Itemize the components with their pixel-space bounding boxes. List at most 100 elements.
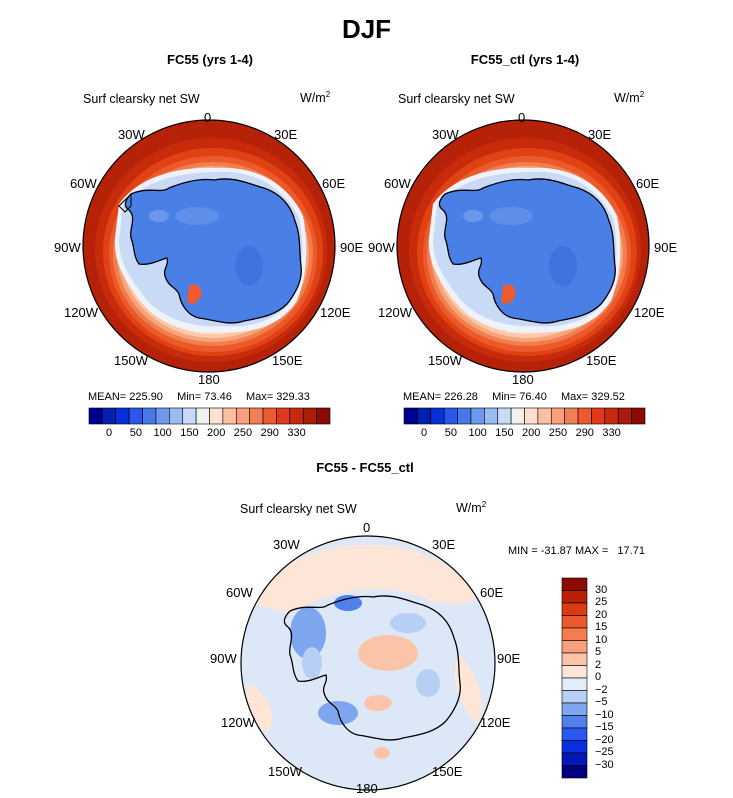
p2-lon-0: 0 xyxy=(518,110,526,125)
p2-lon-90e: 90E xyxy=(654,240,678,255)
p2-lon-60w: 60W xyxy=(384,176,411,191)
diff-units: W/m2 xyxy=(456,500,487,516)
diff-colorbar-swatch xyxy=(561,740,588,754)
p1-lon-150e: 150E xyxy=(272,353,303,368)
panel-1-title: FC55 (yrs 1-4) xyxy=(167,52,253,67)
panel-2-colorbar-swatch xyxy=(403,407,418,425)
panel-2-colorbar-swatch xyxy=(470,407,485,425)
diff-colorbar-swatch xyxy=(561,702,588,716)
panel-1-min-label: Min= xyxy=(177,391,202,403)
p1-lon-120w: 120W xyxy=(64,305,98,320)
diff-colorbar-swatch xyxy=(561,715,588,729)
panel-2-map xyxy=(396,119,650,373)
p2-lon-150w: 150W xyxy=(428,353,462,368)
diff-colorbar-tick-label: 20 xyxy=(595,608,608,621)
diff-colorbar-swatch xyxy=(561,752,588,766)
panel-2-colorbar-swatch xyxy=(430,407,445,425)
panel-1-colorbar-swatch xyxy=(88,407,103,425)
panel-2-colorbar-swatch xyxy=(524,407,539,425)
diff-colorbar-tick-label: −15 xyxy=(595,721,614,733)
panel-2-colorbar-tick-label: 200 xyxy=(522,427,541,439)
p1-lon-120e: 120E xyxy=(320,305,351,320)
d-lon-180: 180 xyxy=(356,781,378,796)
panel-2-colorbar-swatch xyxy=(417,407,432,425)
diff-colorbar-tick-label: −10 xyxy=(595,708,614,721)
diff-colorbar-swatch xyxy=(561,577,588,591)
d-lon-90e: 90E xyxy=(497,651,521,666)
diff-colorbar-tick-label: −30 xyxy=(595,758,614,771)
panel-1-colorbar-swatch xyxy=(169,407,184,425)
panel-2-colorbar-swatch xyxy=(604,407,619,425)
panel-1-colorbar-tick-label: 330 xyxy=(287,427,306,439)
diff-colorbar-swatch xyxy=(561,652,588,666)
p1-lon-90e: 90E xyxy=(340,240,364,255)
panel-1-colorbar-swatch xyxy=(262,407,277,425)
panel-1-colorbar-swatch xyxy=(235,407,250,425)
p2-lon-90w: 90W xyxy=(368,240,395,255)
d-lon-60e: 60E xyxy=(480,585,504,600)
p1-lon-30w: 30W xyxy=(118,127,145,142)
panel-1-colorbar-tick-label: 290 xyxy=(260,427,279,439)
diff-colorbar-tick-label: −5 xyxy=(595,696,608,708)
panel-1-colorbar-tick-label: 50 xyxy=(129,427,142,439)
panel-2-stats: MEAN= 226.28 Min= 76.40 Max= 329.52 xyxy=(403,391,625,403)
panel-1-max: 329.33 xyxy=(276,391,310,403)
panel-1-colorbar-swatch xyxy=(142,407,157,425)
panel-1-colorbar-swatch xyxy=(128,407,143,425)
diff-colorbar-swatch xyxy=(561,615,588,629)
diff-colorbar-swatch xyxy=(561,602,588,616)
figure-title: DJF xyxy=(341,14,392,44)
panel-2-colorbar-tick-label: 250 xyxy=(548,427,568,439)
panel-1-colorbar-swatch xyxy=(115,407,130,425)
panel-2-colorbar-swatch xyxy=(591,407,606,425)
panel-2-colorbar-tick-label: 50 xyxy=(444,427,457,439)
panel-1-colorbar-swatch xyxy=(102,407,117,425)
panel-1-colorbar xyxy=(88,407,331,425)
diff-colorbar-tick-label: −25 xyxy=(595,746,614,758)
diff-panel-title: FC55 - FC55_ctl xyxy=(316,460,414,475)
d-lon-0: 0 xyxy=(363,520,371,535)
d-lon-90w: 90W xyxy=(210,651,237,666)
p2-lon-120e: 120E xyxy=(634,305,665,320)
p2-lon-150e: 150E xyxy=(586,353,617,368)
diff-colorbar-swatch xyxy=(561,640,588,654)
panel-2-colorbar-swatch xyxy=(577,407,592,425)
panel-2-min-label: Min= xyxy=(492,391,517,403)
d-lon-120e: 120E xyxy=(480,715,511,730)
p1-lon-0: 0 xyxy=(204,110,212,125)
p2-lon-60e: 60E xyxy=(636,176,660,191)
diff-colorbar-swatch xyxy=(561,627,588,641)
d-lon-30w: 30W xyxy=(273,537,300,552)
panel-1-colorbar-tick-label: 0 xyxy=(106,427,113,439)
d-lon-150e: 150E xyxy=(432,764,463,779)
panel-2-units: W/m2 xyxy=(614,90,645,106)
panel-1-colorbar-swatch xyxy=(182,407,197,425)
diff-colorbar-swatch xyxy=(561,765,588,779)
panel-1-colorbar-swatch xyxy=(289,407,304,425)
panel-1-map xyxy=(82,119,336,373)
diff-colorbar-tick-label: 10 xyxy=(595,633,608,646)
panel-1-colorbar-tick-label: 150 xyxy=(180,427,199,439)
panel-2-colorbar-swatch xyxy=(510,407,525,425)
p1-lon-90w: 90W xyxy=(54,240,81,255)
panel-2-colorbar-tick-label: 330 xyxy=(602,427,621,439)
panel-2-colorbar-swatch xyxy=(484,407,499,425)
panel-2-colorbar-swatch xyxy=(497,407,512,425)
diff-colorbar-tick-label: 30 xyxy=(595,583,608,596)
diff-colorbar xyxy=(561,577,588,779)
p2-lon-30w: 30W xyxy=(432,127,459,142)
diff-variable: Surf clearsky net SW xyxy=(240,502,357,516)
panel-1-colorbar-swatch xyxy=(276,407,291,425)
panel-2-colorbar-swatch xyxy=(537,407,552,425)
d-lon-150w: 150W xyxy=(268,764,302,779)
panel-2-colorbar-swatch xyxy=(550,407,565,425)
panel-2-colorbar-swatch xyxy=(443,407,458,425)
p2-lon-30e: 30E xyxy=(588,127,612,142)
panel-2-min: 76.40 xyxy=(519,391,547,403)
panel-2-mean-label: MEAN= xyxy=(403,391,442,403)
panel-1-colorbar-swatch xyxy=(209,407,224,425)
panel-2-colorbar-tick-label: 100 xyxy=(468,427,487,439)
panel-2-mean: 226.28 xyxy=(444,391,478,403)
panel-1-colorbar-swatch xyxy=(249,407,264,425)
diff-colorbar-swatch xyxy=(561,665,588,679)
